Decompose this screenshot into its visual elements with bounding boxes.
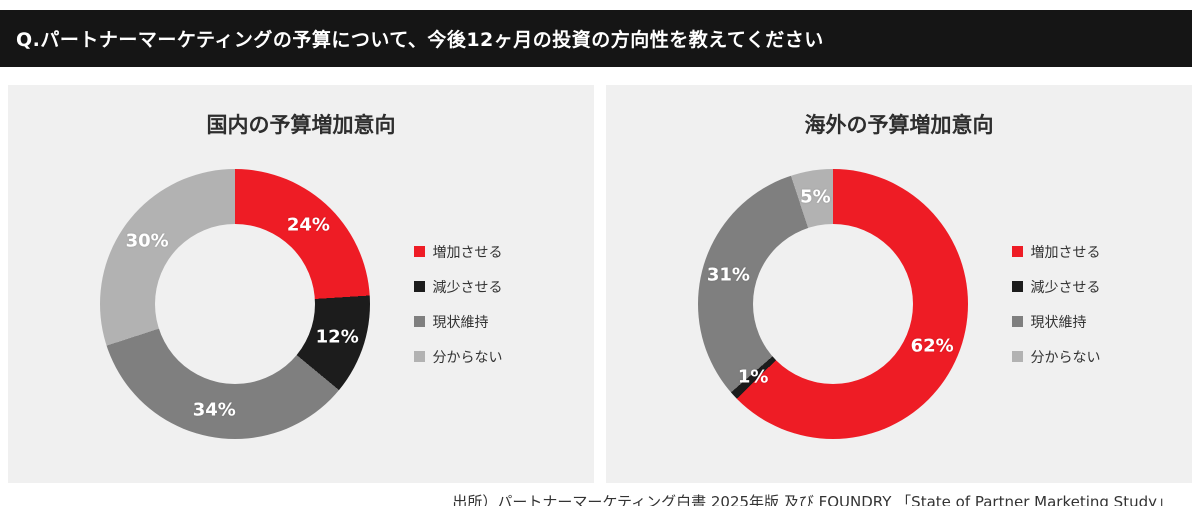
donut-hole bbox=[154, 224, 315, 384]
legend-overseas: 増加させる減少させる現状維持分からない bbox=[1011, 242, 1101, 367]
panel-domestic: 国内の予算増加意向 24% 12% 34% 30% 増加させる減少させる現状維持分から… bbox=[8, 85, 594, 483]
chart-title-overseas: 海外の予算増加意向 bbox=[804, 113, 994, 137]
legend-swatch bbox=[413, 281, 425, 292]
legend-swatch bbox=[413, 351, 425, 362]
question-banner: Q.パートナーマーケティングの予算について、今後12ヶ月の投資の方向性を教えてく… bbox=[0, 10, 1192, 67]
chart-title-domestic: 国内の予算増加意向 bbox=[206, 113, 396, 137]
slice-percentage-label: 62% bbox=[910, 335, 954, 357]
charts-container: 国内の予算増加意向 24% 12% 34% 30% 増加させる減少させる現状維持分から… bbox=[8, 85, 1192, 483]
legend-swatch bbox=[413, 246, 425, 257]
legend-item: 増加させる bbox=[413, 242, 503, 262]
slice-percentage-label: 24% bbox=[286, 214, 330, 236]
slice-percentage-label: 34% bbox=[192, 399, 236, 421]
legend-item: 増加させる bbox=[1011, 242, 1101, 262]
legend-domestic: 増加させる減少させる現状維持分からない bbox=[413, 242, 503, 367]
legend-item: 分からない bbox=[413, 347, 503, 367]
legend-label: 増加させる bbox=[432, 244, 503, 261]
slice-percentage-label: 1% bbox=[737, 366, 769, 388]
panel-overseas: 海外の予算増加意向 62% 1% 31% 5% 増加させる減少させる現状維持分からない bbox=[606, 85, 1192, 483]
legend-item: 減少させる bbox=[413, 277, 503, 297]
slice-percentage-label: 12% bbox=[315, 326, 359, 348]
legend-label: 増加させる bbox=[1030, 244, 1101, 261]
legend-swatch bbox=[1011, 316, 1023, 327]
legend-swatch bbox=[1011, 351, 1023, 362]
legend-item: 分からない bbox=[1011, 347, 1101, 367]
chart-row-overseas: 62% 1% 31% 5% 増加させる減少させる現状維持分からない bbox=[606, 169, 1192, 439]
legend-label: 減少させる bbox=[432, 279, 503, 296]
legend-swatch bbox=[1011, 281, 1023, 292]
slice-percentage-label: 30% bbox=[125, 230, 169, 252]
legend-label: 減少させる bbox=[1030, 279, 1101, 296]
question-text: Q.パートナーマーケティングの予算について、今後12ヶ月の投資の方向性を教えてく… bbox=[16, 29, 824, 51]
donut-hole bbox=[752, 224, 913, 384]
source-caption: 出所）パートナーマーケティング白書 2025年版 及び FOUNDRY 「Sta… bbox=[452, 493, 1172, 506]
legend-item: 減少させる bbox=[1011, 277, 1101, 297]
chart-row-domestic: 24% 12% 34% 30% 増加させる減少させる現状維持分からない bbox=[8, 169, 594, 439]
legend-swatch bbox=[413, 316, 425, 327]
legend-label: 分からない bbox=[1030, 349, 1101, 366]
slice-percentage-label: 31% bbox=[706, 264, 750, 286]
slice-percentage-label: 5% bbox=[800, 186, 831, 208]
legend-item: 現状維持 bbox=[1011, 312, 1101, 332]
legend-label: 分からない bbox=[432, 349, 503, 366]
legend-label: 現状維持 bbox=[432, 314, 489, 331]
donut-chart-domestic: 24% 12% 34% 30% bbox=[99, 169, 370, 439]
legend-item: 現状維持 bbox=[413, 312, 503, 332]
donut-chart-overseas: 62% 1% 31% 5% bbox=[697, 169, 968, 439]
legend-swatch bbox=[1011, 246, 1023, 257]
legend-label: 現状維持 bbox=[1030, 314, 1087, 331]
